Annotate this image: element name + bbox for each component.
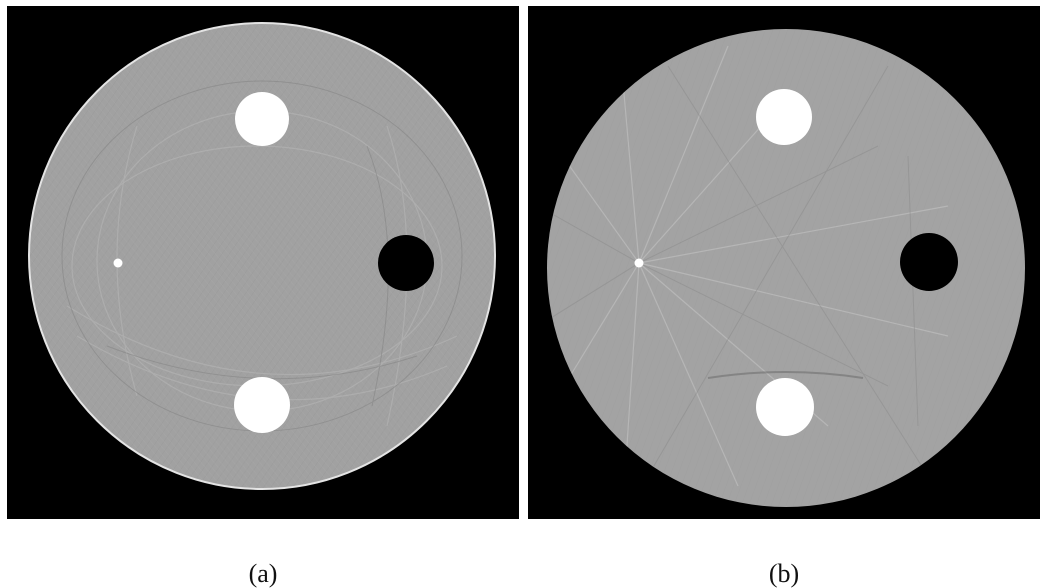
bright-insert-top	[235, 92, 289, 146]
bright-insert-top	[756, 89, 812, 145]
streak-texture	[528, 6, 1040, 519]
small-bright-insert-left	[114, 259, 123, 268]
ct-image-panel-b	[528, 6, 1040, 519]
dark-insert-right	[378, 235, 434, 291]
caption-b: (b)	[744, 560, 824, 588]
streak-texture	[7, 6, 519, 519]
ct-image-a	[7, 6, 519, 519]
dark-insert-right	[900, 233, 958, 291]
caption-a: (a)	[223, 560, 303, 588]
small-bright-insert-left	[635, 259, 644, 268]
bright-insert-bottom	[756, 378, 814, 436]
bright-insert-bottom	[234, 377, 290, 433]
ct-image-b	[528, 6, 1040, 519]
ct-image-panel-a	[7, 6, 519, 519]
